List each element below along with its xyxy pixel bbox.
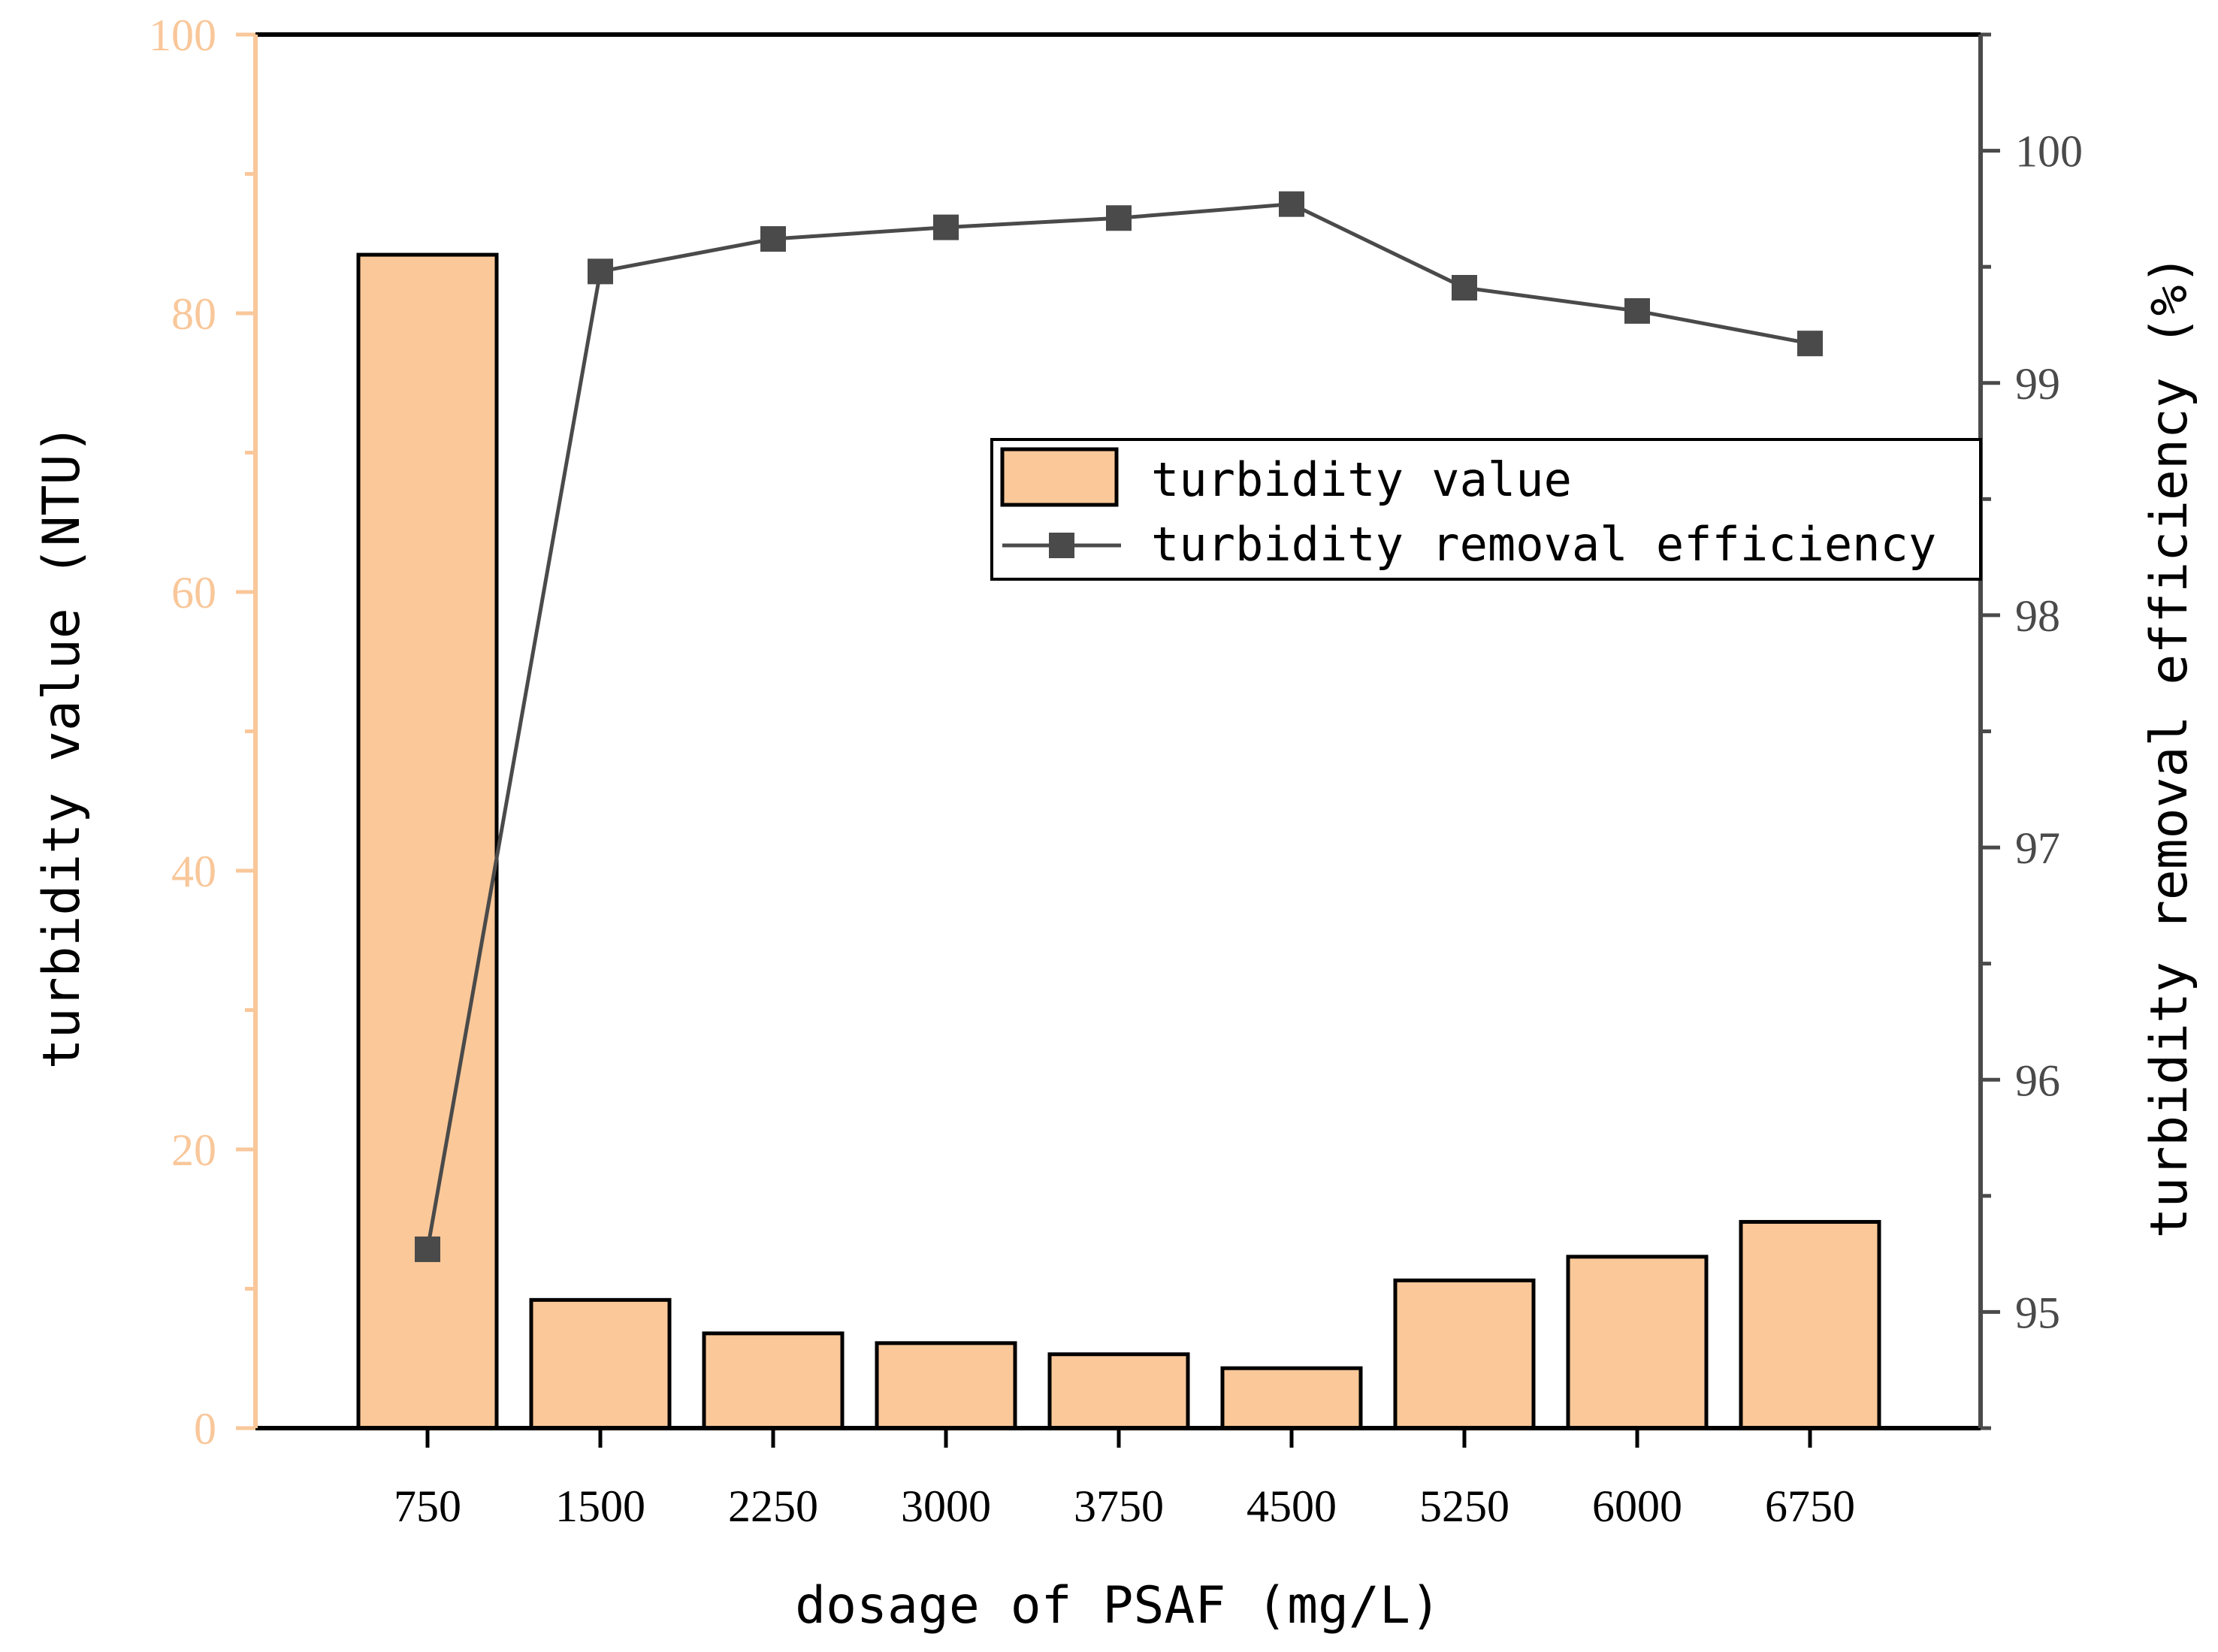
y-right-tick-label-96: 96 — [2015, 1056, 2060, 1105]
legend-box — [990, 438, 1982, 581]
y-right-tick-label-95: 95 — [2015, 1288, 2060, 1337]
legend-bar-swatch — [1000, 447, 1119, 507]
y-right-tick-label-98: 98 — [2015, 591, 2060, 641]
y-left-tick-label-100: 100 — [149, 11, 216, 60]
line-series — [415, 191, 1823, 1262]
bar-series — [356, 252, 1881, 1430]
bar-6750 — [1739, 1219, 1881, 1430]
efficiency-point-3000 — [933, 214, 959, 240]
y-left-tick-label-40: 40 — [171, 847, 216, 896]
x-tick-label-750: 750 — [394, 1481, 461, 1531]
y-left-tick-label-60: 60 — [171, 568, 216, 618]
y-left-tick-label-80: 80 — [171, 289, 216, 339]
x-tick-label-1500: 1500 — [555, 1481, 645, 1531]
y-right-tick-label-99: 99 — [2015, 359, 2060, 409]
efficiency-point-2250 — [760, 226, 786, 252]
x-tick-label-4500: 4500 — [1246, 1481, 1337, 1531]
legend-line-marker — [1049, 533, 1074, 558]
x-tick-label-3000: 3000 — [901, 1481, 991, 1531]
axis-titles: dosage of PSAF (mg/L) turbidity value (N… — [32, 254, 2199, 1635]
efficiency-point-6750 — [1797, 331, 1823, 357]
y-axis-right-title: turbidity removal efficiency (%) — [2140, 254, 2199, 1238]
efficiency-point-1500 — [588, 258, 613, 285]
bar-4500 — [1220, 1366, 1363, 1430]
efficiency-point-5250 — [1452, 274, 1477, 301]
x-axis-title: dosage of PSAF (mg/L) — [795, 1576, 1441, 1635]
x-tick-label-3750: 3750 — [1074, 1481, 1164, 1531]
y-right-tick-label-100: 100 — [2015, 127, 2083, 177]
y-right-tick-label-97: 97 — [2015, 823, 2060, 873]
bar-6000 — [1566, 1255, 1709, 1430]
efficiency-point-750 — [415, 1236, 440, 1262]
legend-label-line: turbidity removal efficiency — [1151, 517, 1936, 572]
x-tick-label-6750: 6750 — [1765, 1481, 1855, 1531]
x-tick-label-5250: 5250 — [1419, 1481, 1509, 1531]
bar-3750 — [1047, 1352, 1190, 1430]
y-left-tick-label-20: 20 — [171, 1125, 216, 1175]
bar-2250 — [702, 1331, 845, 1430]
bar-5250 — [1393, 1278, 1536, 1430]
bar-3000 — [875, 1341, 1017, 1430]
bar-750 — [356, 252, 499, 1430]
x-tick-label-6000: 6000 — [1592, 1481, 1682, 1531]
y-left-tick-label-0: 0 — [194, 1404, 216, 1454]
efficiency-point-4500 — [1279, 191, 1304, 217]
legend-label-bar: turbidity value — [1151, 452, 1572, 507]
legend: turbidity value turbidity removal effici… — [990, 438, 1982, 581]
bar-1500 — [529, 1297, 672, 1430]
axis-ticks: 0 20 40 60 80 100 95 96 97 98 99 100 750 1500 2250 3000… — [149, 11, 2083, 1531]
efficiency-point-3750 — [1106, 205, 1132, 231]
y-axis-left-title: turbidity value (NTU) — [32, 424, 92, 1070]
efficiency-point-6000 — [1624, 297, 1650, 324]
x-tick-label-2250: 2250 — [728, 1481, 818, 1531]
